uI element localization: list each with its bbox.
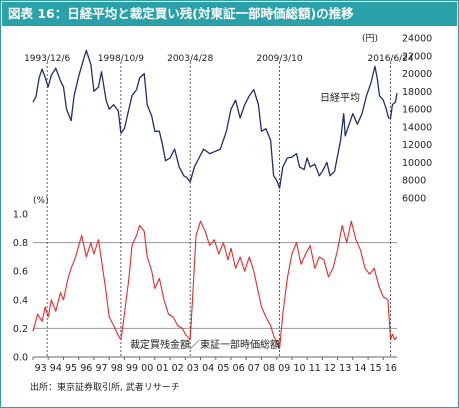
arbitrage-line: [32, 220, 398, 349]
x-tick-label: 01: [156, 363, 168, 374]
x-tick-label: 16: [385, 363, 397, 374]
x-tick-label: 07: [248, 363, 260, 374]
nikkei-y-tick-label: 18000: [402, 87, 432, 98]
event-marker-label: 2009/3/10: [256, 54, 302, 64]
x-tick-label: 15: [370, 363, 382, 374]
chart-title: 図表 16：日経平均と裁定買い残(対東証一部時価総額)の推移: [2, 2, 457, 26]
nikkei-y-axis: 6000 8000 10000 12000 14000 16000 18000 20000 22…: [402, 34, 432, 205]
arbitrage-y-tick-label: 0.6: [13, 267, 28, 278]
nikkei-y-tick-label: 20000: [402, 69, 432, 80]
nikkei-y-tick-label: 8000: [402, 176, 426, 187]
x-tick-label: 95: [65, 363, 77, 374]
x-tick-label: 11: [309, 363, 321, 374]
event-marker-label: 2016/6/24: [368, 54, 414, 64]
nikkei-line: [32, 49, 398, 189]
event-markers: 1993/12/6 1998/10/9 2003/4/28 2009/3/10 2016…: [24, 54, 414, 357]
nikkei-y-tick-label: 12000: [402, 140, 432, 151]
nikkei-unit-label: (円): [362, 33, 378, 44]
arbitrage-series-label: 裁定買残金額／東証一部時価総額: [130, 338, 280, 351]
x-tick-label: 93: [35, 363, 47, 374]
x-tick-label: 09: [278, 363, 290, 374]
x-tick-label: 06: [233, 363, 245, 374]
event-marker-label: 1998/10/9: [98, 54, 144, 64]
source-note: 出所：東京証券取引所, 武者リサーチ: [30, 383, 180, 393]
arbitrage-y-tick-label: 0.2: [13, 324, 28, 335]
x-tick-label: 99: [126, 363, 138, 374]
event-marker-label: 1993/12/6: [24, 54, 70, 64]
arbitrage-y-tick-label: 0.4: [13, 295, 28, 306]
x-tick-label: 12: [324, 363, 336, 374]
x-tick-label: 02: [172, 363, 184, 374]
x-tick-label: 98: [111, 363, 123, 374]
nikkei-series-label: 日経平均: [320, 91, 360, 104]
event-marker-label: 2003/4/28: [167, 54, 213, 64]
arbitrage-y-tick-label: 0.0: [13, 353, 28, 364]
arbitrage-unit-label: (%): [33, 196, 49, 206]
x-tick-label: 97: [95, 363, 107, 374]
nikkei-y-tick-label: 24000: [402, 34, 432, 45]
nikkei-y-tick-label: 22000: [402, 51, 432, 62]
arbitrage-y-tick-label: 1.0: [13, 210, 28, 221]
x-tick-label: 94: [50, 363, 62, 374]
x-tick-label: 14: [354, 363, 366, 374]
x-tick-label: 00: [141, 363, 153, 374]
x-tick-label: 13: [339, 363, 351, 374]
x-tick-label: 08: [263, 363, 275, 374]
x-tick-label: 10: [293, 363, 305, 374]
nikkei-y-tick-label: 10000: [402, 158, 432, 169]
series-lines: [32, 49, 398, 349]
nikkei-y-tick-label: 6000: [402, 194, 426, 205]
x-axis: 93 94 95 96 97 98 99 00 01 02 03 04 05 06 07 08 09 10 11 12…: [32, 357, 397, 374]
x-tick-label: 96: [80, 363, 92, 374]
x-tick-label: 05: [217, 363, 229, 374]
x-tick-label: 03: [187, 363, 199, 374]
x-tick-label: 04: [202, 363, 214, 374]
nikkei-y-tick-label: 16000: [402, 105, 432, 116]
nikkei-y-tick-label: 14000: [402, 122, 432, 133]
arbitrage-y-tick-label: 0.8: [13, 238, 28, 249]
